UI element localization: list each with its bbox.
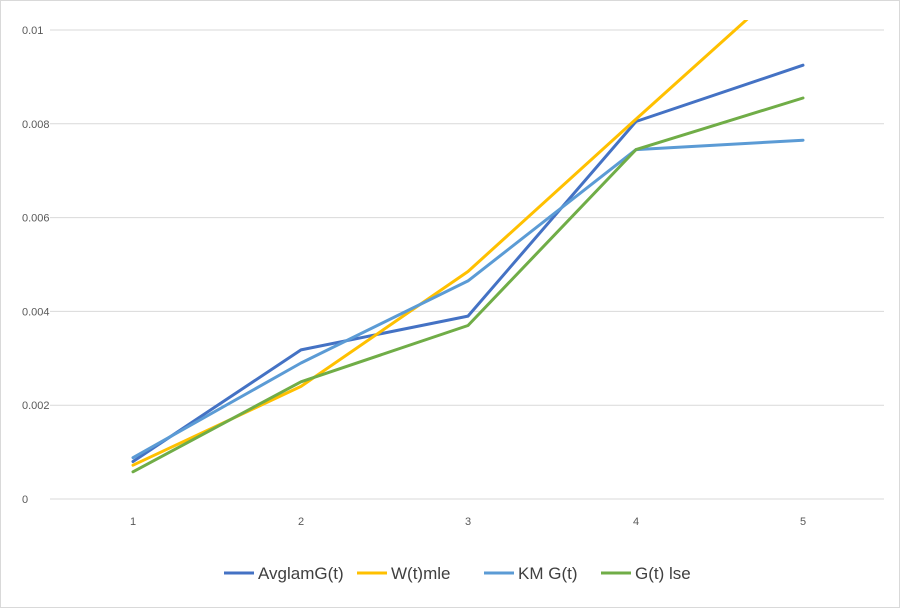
y-tick-label: 0 bbox=[22, 494, 28, 506]
x-tick-label: 4 bbox=[633, 516, 639, 528]
legend-label: W(t)mle bbox=[391, 564, 450, 583]
x-tick-label: 1 bbox=[130, 516, 136, 528]
legend: AvglamG(t) W(t)mle KM G(t) G(t) lse bbox=[224, 564, 691, 583]
y-tick-label: 0.01 bbox=[22, 25, 43, 37]
legend-label: KM G(t) bbox=[518, 564, 578, 583]
y-axis-tick-labels: 0 0.002 0.004 0.006 0.008 0.01 bbox=[22, 25, 50, 506]
legend-label: G(t) lse bbox=[635, 564, 691, 583]
series-line-4 bbox=[131, 96, 805, 474]
x-tick-label: 3 bbox=[465, 516, 471, 528]
x-tick-label: 5 bbox=[800, 516, 806, 528]
x-axis-tick-labels: 1 2 3 4 5 bbox=[130, 516, 806, 528]
series-lines bbox=[131, 20, 805, 474]
series-line-3 bbox=[131, 138, 805, 460]
y-tick-label: 0.008 bbox=[22, 119, 50, 131]
y-tick-label: 0.002 bbox=[22, 400, 50, 412]
gridlines bbox=[50, 29, 884, 500]
series-line-1 bbox=[131, 63, 805, 463]
y-tick-label: 0.006 bbox=[22, 213, 50, 225]
legend-label: AvglamG(t) bbox=[258, 564, 344, 583]
y-tick-label: 0.004 bbox=[22, 306, 50, 318]
x-tick-label: 2 bbox=[298, 516, 304, 528]
